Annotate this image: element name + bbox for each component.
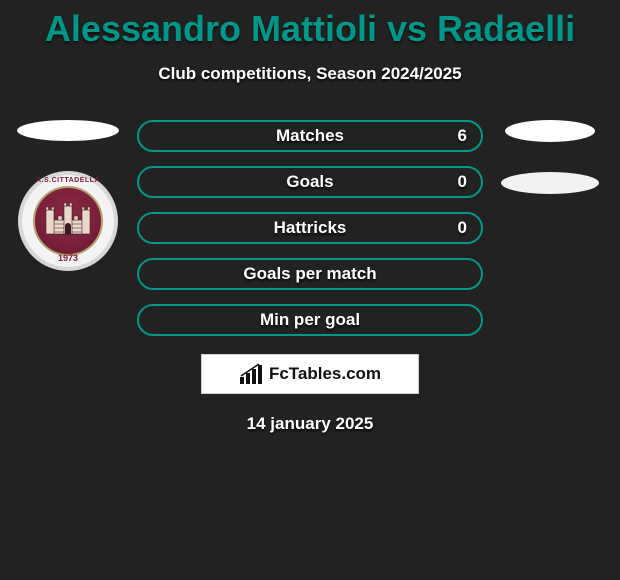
stat-value-right: 0 xyxy=(458,214,467,242)
right-column xyxy=(498,120,602,194)
stat-value-right: 0 xyxy=(458,168,467,196)
stat-label: Hattricks xyxy=(274,218,347,238)
date-text: 14 january 2025 xyxy=(0,414,620,434)
page-subtitle: Club competitions, Season 2024/2025 xyxy=(0,64,620,84)
right-ellipse-placeholder-1 xyxy=(505,120,595,142)
crest-year: 1973 xyxy=(22,253,114,263)
content-region: A.S.CITTADELLA xyxy=(0,120,620,434)
left-column: A.S.CITTADELLA xyxy=(8,120,128,271)
page-title: Alessandro Mattioli vs Radaelli xyxy=(0,0,620,50)
stat-row-hattricks: Hattricks 0 xyxy=(137,212,483,244)
stat-label: Goals xyxy=(286,172,333,192)
stat-value-right: 6 xyxy=(458,122,467,150)
right-ellipse-placeholder-2 xyxy=(501,172,599,194)
castle-icon xyxy=(46,202,90,236)
stat-rows: Matches 6 Goals 0 Hattricks 0 Goals per … xyxy=(137,120,483,336)
stat-label: Goals per match xyxy=(243,264,376,284)
brand-text: FcTables.com xyxy=(269,364,381,384)
crest-ring: A.S.CITTADELLA xyxy=(18,171,118,271)
stat-row-goals-per-match: Goals per match xyxy=(137,258,483,290)
club-crest: A.S.CITTADELLA xyxy=(18,171,118,271)
stat-label: Matches xyxy=(276,126,344,146)
crest-top-text: A.S.CITTADELLA xyxy=(22,177,114,184)
stat-row-matches: Matches 6 xyxy=(137,120,483,152)
stat-label: Min per goal xyxy=(260,310,360,330)
stat-row-goals: Goals 0 xyxy=(137,166,483,198)
stat-row-min-per-goal: Min per goal xyxy=(137,304,483,336)
brand-box: FcTables.com xyxy=(201,354,419,394)
bar-chart-icon xyxy=(239,363,263,385)
crest-inner-circle xyxy=(33,186,103,256)
left-ellipse-placeholder xyxy=(17,120,119,141)
